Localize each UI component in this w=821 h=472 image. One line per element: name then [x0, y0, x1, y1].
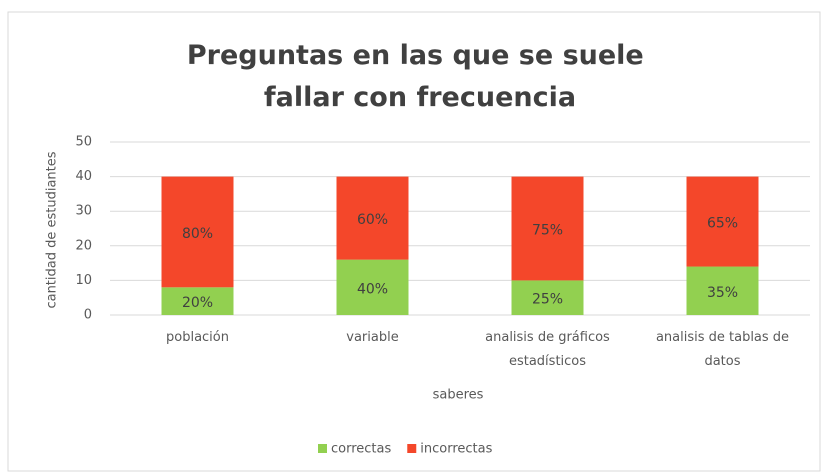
- legend-swatch: [318, 444, 327, 453]
- y-tick-label: 40: [75, 169, 92, 184]
- chart-title: Preguntas en las que se suele fallar con…: [187, 40, 653, 113]
- data-label: 25%: [532, 292, 563, 308]
- data-label: 60%: [357, 212, 388, 228]
- data-label: 75%: [532, 223, 563, 239]
- bar-segment: [511, 280, 584, 315]
- y-tick-label: 20: [75, 238, 92, 253]
- bar-segment: [161, 287, 234, 315]
- x-tick-label: población: [166, 330, 229, 345]
- y-tick-label: 0: [84, 308, 92, 323]
- x-axis-label: saberes: [433, 388, 484, 403]
- data-label: 40%: [357, 281, 388, 297]
- legend-label: incorrectas: [420, 442, 492, 457]
- legend-swatch: [407, 444, 417, 453]
- legend-label: correctas: [331, 442, 391, 457]
- data-label: 65%: [707, 216, 738, 232]
- title-group: Preguntas en las que se suele fallar con…: [187, 40, 653, 113]
- y-tick-label: 50: [75, 135, 92, 150]
- y-axis-label: cantidad de estudiantes: [45, 151, 60, 308]
- bar-segment: [511, 176, 584, 281]
- data-label: 35%: [707, 285, 738, 301]
- bar-segment: [686, 176, 759, 267]
- data-label: 80%: [182, 226, 213, 242]
- bar-segment: [686, 266, 759, 315]
- bar-segment: [161, 176, 234, 288]
- y-tick-label: 10: [75, 273, 92, 288]
- y-tick-label: 30: [75, 204, 92, 219]
- x-tick-label: variable: [346, 330, 399, 345]
- chart-border: [7, 11, 821, 472]
- x-tick-label: analisis de tablas de datos: [655, 330, 790, 369]
- x-tick-label: analisis de gráficos estadísticos: [485, 330, 610, 369]
- data-label: 20%: [182, 295, 213, 311]
- bar-segment: [336, 259, 409, 315]
- bar-segment: [336, 176, 409, 260]
